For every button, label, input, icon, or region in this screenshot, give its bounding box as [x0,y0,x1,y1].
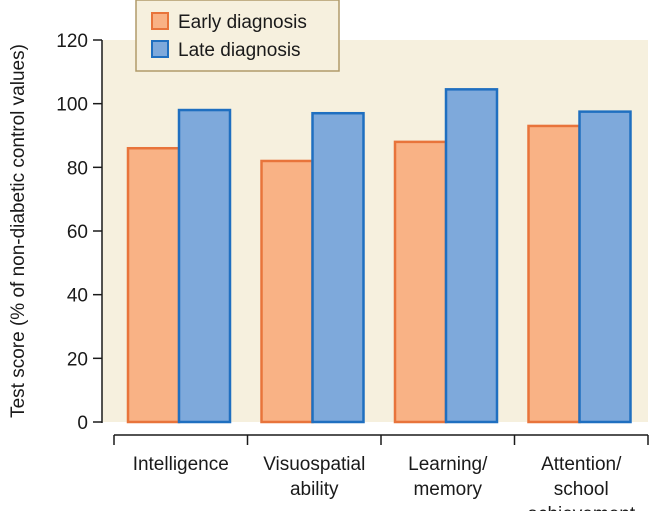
legend-swatch [151,40,169,58]
legend-box [135,0,340,72]
y-axis-title: Test score (% of non-diabetic control va… [8,44,29,418]
x-axis: Intelligence Visuospatial ability Learning/… [113,434,649,511]
x-category-label: Visuospatial [263,454,365,475]
y-axis: 0 20 40 60 80 100 120 [56,31,103,434]
y-tick-label: 20 [67,349,88,370]
bar [311,111,365,424]
x-category-label: Attention/ [541,454,622,475]
x-category-label: Intelligence [133,454,229,475]
x-category-label: school [554,479,609,500]
y-tick-label: 100 [56,95,88,116]
x-category-label: memory [413,479,482,500]
bar [578,110,632,424]
y-tick-label: 80 [67,158,88,179]
legend-label: Early diagnosis [178,12,307,33]
y-tick-label: 60 [67,222,88,243]
bar [444,88,499,424]
bar [177,108,232,424]
bars-layer [126,88,632,424]
x-category-label: ability [290,479,339,500]
bar [260,159,314,424]
y-tick-label: 0 [77,413,88,434]
bar [393,140,448,424]
y-tick-label: 40 [67,286,88,307]
y-tick-label: 120 [56,31,88,52]
x-category-label: Learning/ [408,454,488,475]
legend: Early diagnosis Late diagnosis [135,0,340,72]
legend-swatch [151,12,169,30]
bar [126,146,181,424]
bar [527,124,581,424]
legend-label: Late diagnosis [178,40,301,61]
x-category-label: achievement [527,504,635,511]
